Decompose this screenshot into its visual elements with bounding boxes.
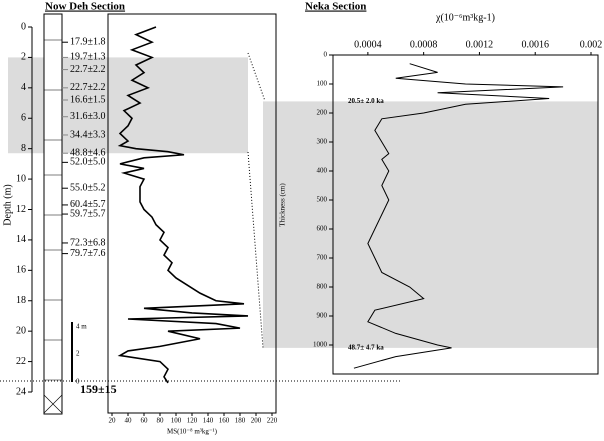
age-label: 159±15 xyxy=(80,382,117,396)
age-label: 22.7±2.2 xyxy=(70,82,106,93)
x-tick-label: 60 xyxy=(141,417,149,425)
y-tick-label: 14 xyxy=(16,234,26,245)
y-tick-label: 800 xyxy=(317,283,328,291)
y-axis-label: Thickness (cm) xyxy=(279,183,287,227)
x-tick-label: 0.0008 xyxy=(410,39,438,50)
y-tick-label: 900 xyxy=(317,312,328,320)
age-label: 48.7± 4.7 ka xyxy=(348,344,384,352)
x-tick-label: 20 xyxy=(109,417,117,425)
y-tick-label: 4 xyxy=(21,82,26,93)
y-tick-label: 8 xyxy=(21,143,26,154)
connector xyxy=(247,151,264,349)
lithology-pattern xyxy=(43,39,63,414)
profile-line xyxy=(353,63,564,369)
x-axis-label: MS(10⁻⁸ m³kg⁻¹) xyxy=(167,428,218,436)
x-axis-label: χ(10⁻⁶m³kg-1) xyxy=(435,12,495,23)
x-tick-label: 200 xyxy=(251,417,262,425)
x-tick-label: 80 xyxy=(157,417,165,425)
age-label: 72.3±6.8 xyxy=(70,237,106,248)
connector xyxy=(247,52,266,102)
age-label: 16.6±1.5 xyxy=(70,94,106,105)
age-label: 60.4±5.7 xyxy=(70,199,106,210)
x-tick-label: 0.0012 xyxy=(466,39,494,50)
x-tick-label: 0.0016 xyxy=(521,39,549,50)
y-tick-label: 500 xyxy=(317,196,328,204)
age-label: 34.4±3.3 xyxy=(70,129,106,140)
y-tick-label: 300 xyxy=(317,138,328,146)
y-tick-label: 0 xyxy=(21,21,26,32)
x-tick-label: 140 xyxy=(203,417,214,425)
age-label: 59.7±5.7 xyxy=(70,208,106,219)
x-tick-label: 0.002 xyxy=(580,39,603,50)
x-tick-label: 100 xyxy=(171,417,182,425)
age-label: 52.0±5.0 xyxy=(70,157,106,168)
y-tick-label: 20 xyxy=(16,325,26,336)
y-tick-label: 2 xyxy=(21,52,26,63)
y-tick-label: 1000 xyxy=(313,341,328,349)
chart-title: Now Deh Section xyxy=(45,1,125,13)
y-tick-label: 400 xyxy=(317,167,328,175)
y-tick-label: 22 xyxy=(16,356,26,367)
age-label: 22.7±2.2 xyxy=(70,64,106,75)
y-tick-label: 24 xyxy=(16,386,26,397)
lithology-column xyxy=(43,13,63,415)
x-tick-label: 120 xyxy=(187,417,198,425)
age-label: 19.7±1.3 xyxy=(70,52,106,63)
shaded-band xyxy=(263,101,598,348)
age-label: 48.8±4.6 xyxy=(70,148,106,159)
y-tick-label: 100 xyxy=(317,80,328,88)
y-tick-label: 600 xyxy=(317,225,328,233)
age-label: 79.7±7.6 xyxy=(70,248,106,259)
age-label: 31.6±3.0 xyxy=(70,111,106,122)
x-tick-label: 0.0004 xyxy=(354,39,382,50)
profile-line xyxy=(117,26,249,384)
y-tick-label: 700 xyxy=(317,254,328,262)
scale-label: 4 m xyxy=(76,323,87,331)
y-axis-label: Depth (m) xyxy=(2,184,13,225)
y-tick-label: 18 xyxy=(16,295,26,306)
x-tick-label: 160 xyxy=(219,417,230,425)
y-tick-label: 12 xyxy=(16,204,26,215)
y-tick-label: 200 xyxy=(317,109,328,117)
y-tick-label: 0 xyxy=(324,51,328,59)
scale-label: 2 xyxy=(76,350,80,358)
age-label: 17.9±1.8 xyxy=(70,37,106,48)
y-tick-label: 10 xyxy=(16,173,26,184)
y-tick-label: 16 xyxy=(16,265,26,276)
x-tick-label: 220 xyxy=(267,417,278,425)
y-tick-label: 6 xyxy=(21,113,26,124)
age-label: 20.5± 2.0 ka xyxy=(348,97,384,105)
age-label: 55.0±5.2 xyxy=(70,183,106,194)
scale-label: 0 xyxy=(76,378,80,386)
x-tick-label: 180 xyxy=(235,417,246,425)
chart-title: Neka Section xyxy=(305,1,366,13)
x-tick-label: 40 xyxy=(125,417,133,425)
